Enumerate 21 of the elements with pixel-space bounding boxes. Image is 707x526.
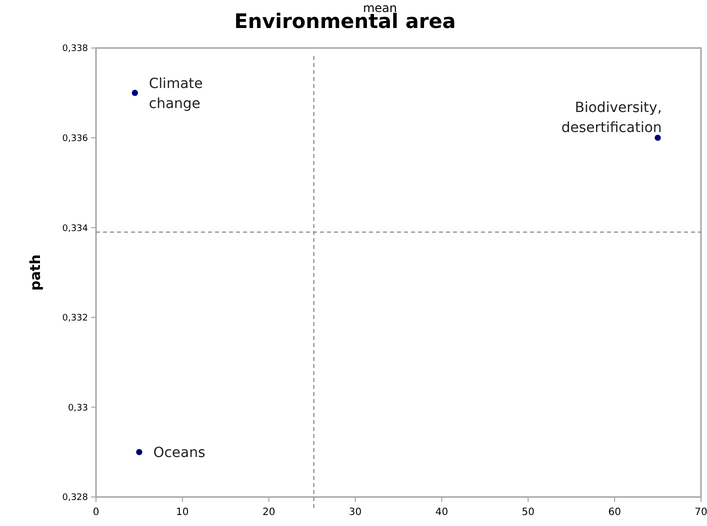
x-tick-label: 60 [608, 507, 621, 518]
x-tick-label: 30 [348, 507, 362, 518]
y-tick-label: 0,33 [68, 403, 88, 414]
y-axis-title: path [28, 254, 44, 291]
y-tick-label: 0,338 [62, 44, 88, 54]
x-tick-label: 10 [176, 507, 189, 518]
point [136, 449, 142, 456]
annotation: Climate change [148, 76, 203, 112]
x-tick-label: 40 [435, 507, 448, 518]
x-tick-label: 20 [262, 507, 276, 518]
y-tick-label: 0,328 [62, 493, 88, 504]
point [654, 134, 661, 141]
x-tick-label: 70 [694, 507, 707, 518]
y-tick-label: 0,332 [62, 314, 88, 324]
annotation: Oceans [153, 445, 206, 462]
y-tick-label: 0,334 [62, 224, 88, 234]
x-tick-label: 50 [522, 507, 535, 518]
point [132, 90, 138, 96]
annotation: Biodiversity, desertification [561, 100, 662, 136]
x-tick-label: 0 [92, 507, 100, 518]
y-tick-label: 0,336 [62, 134, 88, 144]
